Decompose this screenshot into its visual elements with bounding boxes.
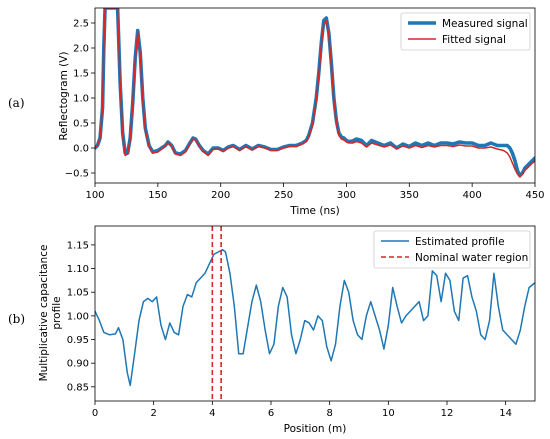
series-fitted-signal (95, 8, 535, 178)
x-tick-label-4: 4 (209, 408, 215, 419)
y-tick-label-1: 0.90 (67, 359, 89, 370)
series-estimated-profile (95, 248, 535, 387)
x-tick-label-200: 200 (211, 190, 230, 201)
panel-a-label: (a) (8, 96, 25, 110)
x-tick-label-2: 2 (150, 408, 156, 419)
panel-b-plot-area (95, 226, 535, 401)
x-tick-label-300: 300 (337, 190, 356, 201)
x-tick-label-400: 400 (463, 190, 482, 201)
panel-b-x-axis-label: Position (m) (284, 423, 347, 435)
panel-b-legend-box (373, 230, 531, 269)
x-tick-label-6: 6 (268, 408, 274, 419)
y-tick-label-0: 0.85 (67, 382, 89, 393)
y-tick-label-5: 1.10 (67, 264, 89, 275)
y-tick-label-2: 0.5 (73, 119, 89, 130)
x-tick-label-150: 150 (148, 190, 167, 201)
y-tick-label-2: 0.95 (67, 335, 89, 346)
panel-b-x-ticks: 0 2 4 6 8 10 12 14 (92, 401, 512, 419)
y-tick-label-1: 0.0 (73, 144, 89, 155)
panel-a-legend: Measured signal Fitted signal (400, 12, 531, 51)
panel-b-y-axis-label-line1: Multiplicative capacitance (38, 245, 50, 382)
y-tick-label-4: 1.5 (73, 69, 89, 80)
panel-a-y-ticks: −0.5 0.0 0.5 1.0 1.5 2.0 2.5 (65, 19, 95, 180)
y-tick-label-0: −0.5 (65, 169, 89, 180)
x-tick-label-14: 14 (499, 408, 512, 419)
panel-b-axes-frame (94, 225, 536, 402)
panel-a-axes-frame (94, 7, 536, 184)
y-tick-label-4: 1.05 (67, 288, 89, 299)
x-tick-label-0: 0 (92, 408, 98, 419)
panel-a-series-group (95, 8, 535, 178)
legend-label-measured-signal: Measured signal (442, 18, 528, 30)
panel-b-series-group (95, 226, 535, 401)
y-tick-label-6: 1.15 (67, 240, 89, 251)
x-tick-label-8: 8 (326, 408, 332, 419)
panel-b-label: (b) (8, 312, 25, 326)
x-tick-label-350: 350 (400, 190, 419, 201)
panel-b-y-axis-label-line2: profile (51, 296, 63, 329)
panel-b-legend: Estimated profile Nominal water region (373, 230, 531, 269)
y-tick-label-3: 1.00 (67, 311, 89, 322)
panel-a: (a) 100 150 200 250 300 350 400 450 −0.5 0.0 0.5 1… (8, 7, 545, 217)
x-tick-label-250: 250 (274, 190, 293, 201)
panel-b-y-ticks: 0.85 0.90 0.95 1.00 1.05 1.10 1.15 (67, 240, 95, 393)
x-tick-label-12: 12 (441, 408, 454, 419)
y-tick-label-5: 2.0 (73, 44, 89, 55)
y-tick-label-6: 2.5 (73, 19, 89, 30)
panel-b: (b) 0 2 4 6 8 10 12 14 0.85 0.90 0.95 1.00 1.05 1.10… (8, 225, 536, 435)
legend-label-fitted-signal: Fitted signal (442, 34, 506, 46)
x-tick-label-450: 450 (525, 190, 544, 201)
panel-a-x-axis-label: Time (ns) (289, 205, 339, 217)
x-tick-label-10: 10 (382, 408, 395, 419)
panel-a-plot-area (95, 8, 535, 178)
legend-label-estimated-profile: Estimated profile (415, 236, 505, 248)
panel-a-y-axis-label: Reflectogram (V) (58, 51, 70, 140)
panel-a-x-ticks: 100 150 200 250 300 350 400 450 (85, 183, 545, 201)
legend-label-nominal-water-region: Nominal water region (415, 252, 528, 264)
x-tick-label-100: 100 (85, 190, 104, 201)
y-tick-label-3: 1.0 (73, 94, 89, 105)
